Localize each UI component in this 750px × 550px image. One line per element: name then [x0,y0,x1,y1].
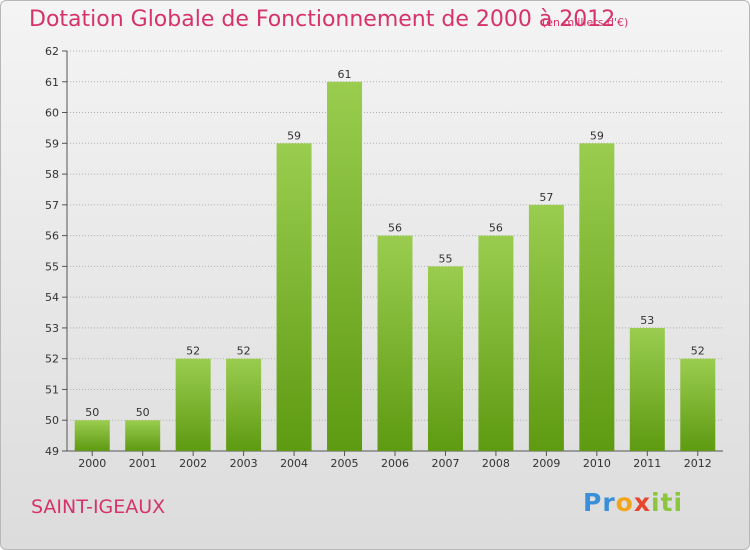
bar [226,358,262,451]
chart-unit: (en milliers d'€) [542,16,629,29]
y-tick-label: 52 [45,353,59,366]
bar [629,327,665,451]
data-label: 50 [136,406,150,419]
y-tick-label: 51 [45,383,59,396]
bar [528,204,564,451]
data-label: 52 [186,345,200,358]
y-tick-label: 61 [45,76,59,89]
x-tick-label: 2009 [532,457,560,470]
x-tick-label: 2010 [583,457,611,470]
bar [276,143,312,452]
data-label: 59 [287,129,301,142]
bar [478,235,514,451]
x-tick-label: 2008 [482,457,510,470]
data-label: 55 [438,252,452,265]
proxiti-logo[interactable]: Proxiti [583,488,684,517]
y-tick-label: 55 [45,260,59,273]
y-tick-label: 53 [45,322,59,335]
data-label: 56 [388,222,402,235]
bar [175,358,211,451]
y-tick-label: 50 [45,414,59,427]
y-tick-label: 57 [45,199,59,212]
bar [74,420,110,451]
x-tick-label: 2005 [331,457,359,470]
commune-name: SAINT-IGEAUX [31,496,166,518]
y-tick-label: 56 [45,230,59,243]
bar [377,235,413,451]
x-tick-label: 2002 [179,457,207,470]
bar [427,266,463,451]
y-tick-label: 62 [45,45,59,58]
chart-title: Dotation Globale de Fonctionnement de 20… [29,7,616,32]
bar [680,358,716,451]
y-tick-label: 60 [45,107,59,120]
x-tick-label: 2011 [633,457,661,470]
x-tick-label: 2000 [78,457,106,470]
y-tick-label: 58 [45,168,59,181]
y-tick-label: 49 [45,445,59,458]
data-label: 59 [590,129,604,142]
bar [579,143,615,452]
x-tick-label: 2006 [381,457,409,470]
data-label: 52 [691,345,705,358]
y-tick-label: 54 [45,291,59,304]
data-label: 56 [489,222,503,235]
data-label: 61 [338,68,352,81]
bar [327,81,363,452]
data-label: 52 [237,345,251,358]
x-tick-label: 2004 [280,457,308,470]
x-tick-label: 2012 [684,457,712,470]
data-label: 50 [85,406,99,419]
data-label: 57 [539,191,553,204]
data-label: 53 [640,314,654,327]
y-tick-label: 59 [45,137,59,150]
x-tick-label: 2001 [129,457,157,470]
x-tick-label: 2007 [431,457,459,470]
bar [125,420,161,451]
x-tick-label: 2003 [230,457,258,470]
